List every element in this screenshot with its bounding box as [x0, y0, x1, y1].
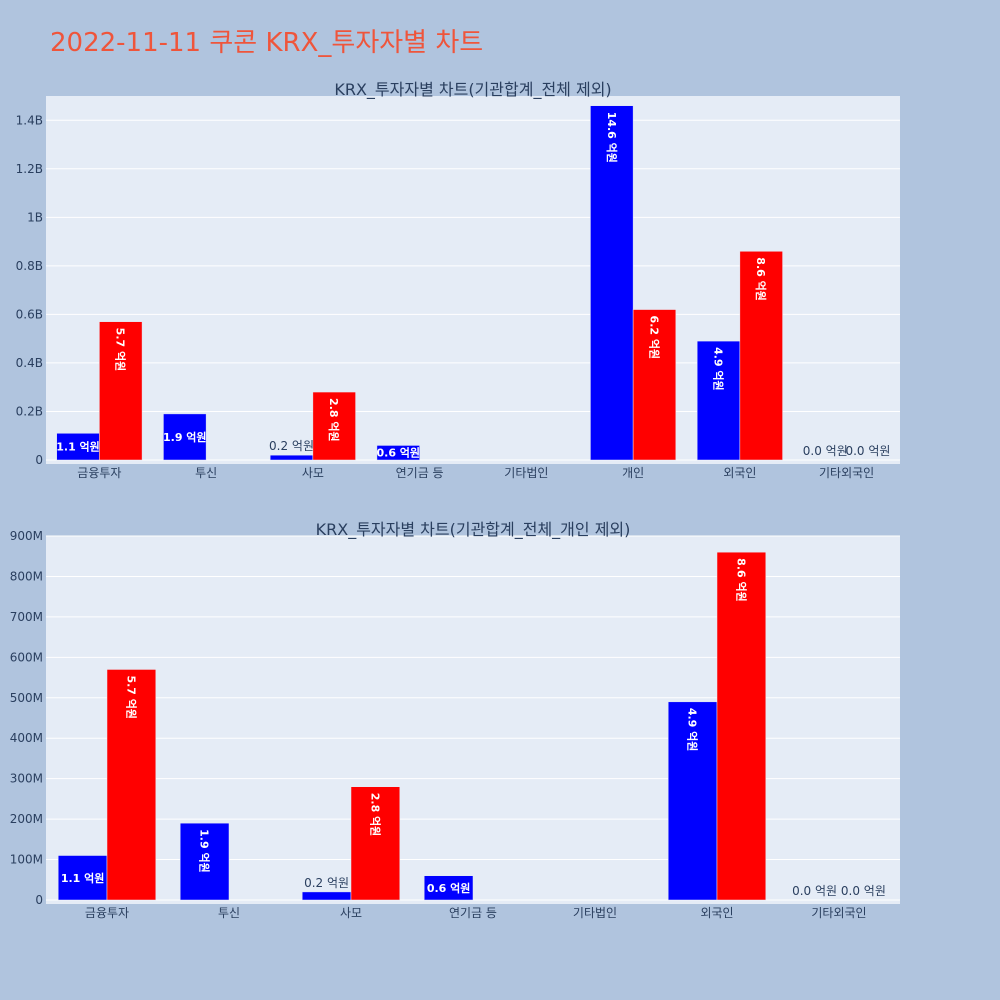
bar: [99, 321, 143, 461]
bar: [696, 340, 741, 461]
y-tick-label: 1.4B: [16, 113, 43, 127]
bar-label: 1.9 억원: [198, 829, 212, 873]
bar-label: 1.9 억원: [163, 430, 207, 444]
page-title: 2022-11-11 쿠콘 KRX_투자자별 차트: [50, 28, 484, 58]
bar: [716, 551, 767, 901]
bar-label: 6.2 억원: [647, 316, 661, 360]
y-tick-label: 0: [35, 453, 43, 467]
bar: [632, 309, 677, 461]
x-tick-label: 기타외국인: [819, 466, 874, 480]
bar-label: 4.9 억원: [686, 708, 700, 752]
bar-label: 1.1 억원: [61, 871, 105, 885]
bar: [312, 391, 356, 461]
x-tick-label: 개인: [622, 466, 644, 480]
bar-label: 8.6 억원: [754, 257, 768, 301]
x-tick-label: 금융투자: [85, 906, 129, 920]
x-tick-label: 기타법인: [504, 466, 548, 480]
y-tick-label: 300M: [10, 772, 43, 786]
bar-label: 0.0 억원: [845, 444, 890, 458]
bar-label: 1.1 억원: [56, 440, 100, 454]
bar: [350, 786, 401, 901]
x-tick-label: 외국인: [723, 466, 756, 480]
y-tick-label: 500M: [10, 691, 43, 705]
x-tick-label: 외국인: [700, 906, 733, 920]
plot-area-1: [46, 536, 900, 904]
y-tick-label: 200M: [10, 812, 43, 826]
x-tick-label: 투신: [195, 466, 217, 480]
bar-label: 2.8 억원: [327, 398, 341, 442]
y-tick-label: 0.2B: [16, 404, 43, 418]
bar-label: 5.7 억원: [114, 328, 128, 372]
y-tick-label: 600M: [10, 650, 43, 664]
subplot-title: KRX_투자자별 차트(기관합계_전체 제외): [334, 80, 611, 100]
y-tick-label: 0.8B: [16, 259, 43, 273]
bar-label: 8.6 억원: [734, 558, 748, 602]
x-tick-label: 사모: [340, 906, 362, 920]
y-tick-label: 700M: [10, 610, 43, 624]
bar: [667, 701, 718, 901]
x-tick-label: 기타외국인: [811, 906, 866, 920]
bar-label: 4.9 억원: [712, 347, 726, 391]
bar: [57, 855, 108, 901]
y-tick-label: 1.2B: [16, 162, 43, 176]
bar: [163, 413, 207, 461]
bar-label: 0.0 억원: [803, 444, 848, 458]
bar: [590, 105, 634, 461]
bar: [179, 822, 230, 901]
y-tick-label: 0: [35, 893, 43, 907]
bar-label: 0.6 억원: [427, 881, 471, 895]
x-tick-label: 기타법인: [573, 906, 617, 920]
x-tick-label: 연기금 등: [396, 466, 444, 480]
y-tick-label: 100M: [10, 853, 43, 867]
subplot-title: KRX_투자자별 차트(기관합계_전체_개인 제외): [316, 520, 631, 540]
bar-label: 0.0 억원: [792, 884, 837, 898]
x-tick-label: 투신: [218, 906, 240, 920]
y-tick-label: 0.4B: [16, 356, 43, 370]
y-tick-label: 0.6B: [16, 307, 43, 321]
x-tick-label: 연기금 등: [449, 906, 497, 920]
bar: [739, 251, 783, 461]
bar-label: 5.7 억원: [124, 675, 138, 719]
bar: [269, 454, 314, 461]
x-tick-label: 사모: [302, 466, 324, 480]
bar: [423, 875, 474, 901]
bar-label: 2.8 억원: [368, 793, 382, 837]
bar: [301, 891, 352, 901]
y-tick-label: 900M: [10, 529, 43, 543]
y-tick-label: 800M: [10, 569, 43, 583]
x-tick-label: 금융투자: [77, 466, 121, 480]
bar-label: 0.0 억원: [841, 884, 886, 898]
y-tick-label: 400M: [10, 731, 43, 745]
bar: [376, 445, 420, 461]
bar-label: 14.6 억원: [605, 112, 619, 163]
bar-label: 0.2 억원: [304, 876, 349, 890]
y-tick-label: 1B: [27, 210, 43, 224]
bar-label: 0.6 억원: [376, 446, 420, 460]
bar-label: 0.2 억원: [269, 439, 314, 453]
bar: [106, 669, 157, 901]
